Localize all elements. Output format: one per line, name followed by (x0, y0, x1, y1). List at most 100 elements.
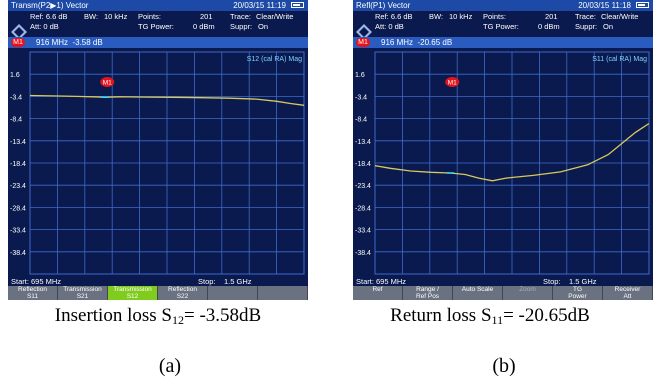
caption-text: Return loss S (390, 305, 492, 326)
trace-mode-value: Clear/Write (256, 12, 294, 21)
tg-power-label: TG Power: (138, 22, 174, 31)
softkey-auto-scale[interactable]: Auto Scale (453, 286, 503, 300)
trace-name-label: S12 (cal RA) Mag (247, 56, 302, 63)
marker-balloon-label: M1 (448, 80, 457, 87)
softkey-tg-power[interactable]: TG Power (553, 286, 603, 300)
marker-badge[interactable]: M1 (356, 38, 370, 47)
softkey-line1: Reflection (168, 286, 197, 293)
points-value: 201 (545, 12, 558, 21)
softkey-line1: TG (572, 286, 583, 293)
softkey-line1: Transmission (63, 286, 102, 293)
stop-frequency: 1.5 GHz (569, 277, 597, 286)
softkey-range-ref-pos[interactable]: Range / Ref Pos (403, 286, 453, 300)
marker-badge[interactable]: M1 (11, 38, 25, 47)
softkey-blank-6[interactable] (258, 286, 308, 300)
y-tick-label: -18.4 (355, 161, 371, 168)
stop-label: Stop: (543, 277, 561, 286)
suppr-label: Suppr: (575, 22, 598, 31)
softkey-reflection-s22[interactable]: Reflection S22 (158, 286, 208, 300)
rohde-schwarz-logo-icon (356, 24, 372, 40)
title-bar: Refl(P1) Vector 20/03/15 11:18 (353, 0, 653, 11)
ref-level: Ref: 6.6 dB (375, 12, 413, 21)
softkey-line2: Auto Scale (461, 286, 494, 293)
figure-label-b: (b) (492, 355, 516, 377)
softkey-ref[interactable]: Ref (353, 286, 403, 300)
caption-subscript: 12 (171, 313, 184, 327)
softkey-reflection-s11[interactable]: Reflection S11 (8, 286, 58, 300)
y-tick-label: -13.4 (355, 139, 371, 146)
marker-balloon-label: M1 (103, 80, 112, 87)
softkey-line2: Ref (372, 286, 383, 293)
suppr-label: Suppr: (230, 22, 253, 31)
caption-value: = -20.65dB (503, 305, 590, 326)
measurement-trace (374, 122, 650, 182)
y-tick-label: -8.4 (355, 117, 367, 124)
analyzer-screen-b: Refl(P1) Vector 20/03/15 11:18 Ref: 6.6 … (353, 0, 653, 300)
marker-value: -20.65 dB (417, 38, 453, 47)
analyzer-screen-a: Transm(P2▶1) Vector 20/03/15 11:19 Ref: … (8, 0, 308, 300)
softkey-receiver-att[interactable]: Receiver Att (603, 286, 653, 300)
marker-balloon (100, 77, 115, 87)
marker-bar: M1 916 MHz -3.58 dB (8, 37, 308, 48)
suppr-value: On (258, 22, 269, 31)
y-tick-label: -23.4 (355, 183, 371, 190)
caption-subscript: 11 (491, 313, 504, 327)
status-panel: Ref: 6.6 dB Att: 0 dB BW: 10 kHz Points:… (353, 11, 653, 40)
trace-name-label: S11 (cal RA) Mag (592, 56, 647, 63)
y-tick-label: 1.6 (355, 72, 365, 79)
softkey-blank-5[interactable] (208, 286, 258, 300)
sweep-footer: Start: 695 MHz Stop: 1.5 GHz (353, 278, 653, 286)
bw-label: BW: (84, 12, 99, 21)
y-tick-label: -28.4 (10, 205, 26, 212)
marker-frequency: 916 MHz (381, 38, 414, 47)
points-label: Points: (138, 12, 161, 21)
stop-frequency: 1.5 GHz (224, 277, 252, 286)
softkey-line1: Transmission (113, 286, 152, 293)
tg-power-value: 0 dBm (538, 22, 560, 31)
battery-icon (291, 2, 304, 8)
start-frequency: Start: 695 MHz (356, 277, 407, 286)
y-tick-label: -33.4 (355, 228, 371, 235)
measurement-trace (29, 94, 305, 106)
figure-label-a: (a) (158, 355, 182, 377)
suppr-value: On (603, 22, 614, 31)
status-panel: Ref: 6.6 dB Att: 0 dB BW: 10 kHz Points:… (8, 11, 308, 40)
softkey-line1: Receiver (614, 286, 641, 293)
trace-plot[interactable]: 1.6 -3.4 -8.4 -13.4 -18.4 -23.4 -28.4 -33.4 -38.… (353, 48, 653, 278)
y-tick-label: -33.4 (10, 228, 26, 235)
ref-level: Ref: 6.6 dB (30, 12, 68, 21)
marker-balloon (445, 77, 460, 87)
stop-label: Stop: (198, 277, 216, 286)
trace-mode-value: Clear/Write (601, 12, 639, 21)
trace-plot[interactable]: 1.6 -3.4 -8.4 -13.4 -18.4 -23.4 -28.4 -33.4 -38.… (8, 48, 308, 278)
points-value: 201 (200, 12, 213, 21)
softkey-transmission-s21[interactable]: Transmission S21 (58, 286, 108, 300)
softkey-line1: Reflection (18, 286, 47, 293)
y-tick-label: -13.4 (10, 139, 26, 146)
tg-power-label: TG Power: (483, 22, 519, 31)
softkey-line2: S11 (26, 293, 39, 300)
softkey-line2: Ref Pos (415, 293, 440, 300)
softkey-line2: S22 (176, 293, 189, 300)
marker-frequency: 916 MHz (36, 38, 69, 47)
softkey-line2: Power (568, 293, 587, 300)
marker-bar: M1 916 MHz -20.65 dB (353, 37, 653, 48)
softkey-zoom[interactable]: Zoom (503, 286, 553, 300)
y-tick-label: -28.4 (355, 205, 371, 212)
softkey-transmission-s12[interactable]: Transmission S12 (108, 286, 158, 300)
mode-title: Transm(P2▶1) Vector (11, 1, 89, 10)
softkey-line2: S21 (76, 293, 89, 300)
trace-mode-label: Trace: (575, 12, 596, 21)
softkey-line1: Range / (416, 286, 439, 293)
y-tick-label: -8.4 (10, 117, 22, 124)
caption-return-loss: Return loss S11= -20.65dB (330, 305, 650, 328)
sweep-footer: Start: 695 MHz Stop: 1.5 GHz (8, 278, 308, 286)
battery-icon (636, 2, 649, 8)
bw-value: 10 kHz (449, 12, 473, 21)
mode-title: Refl(P1) Vector (356, 1, 411, 10)
softkey-line2: Att (623, 293, 632, 300)
datetime: 20/03/15 11:19 (233, 1, 286, 10)
start-frequency: Start: 695 MHz (11, 277, 62, 286)
points-label: Points: (483, 12, 506, 21)
rohde-schwarz-logo-icon (11, 24, 27, 40)
